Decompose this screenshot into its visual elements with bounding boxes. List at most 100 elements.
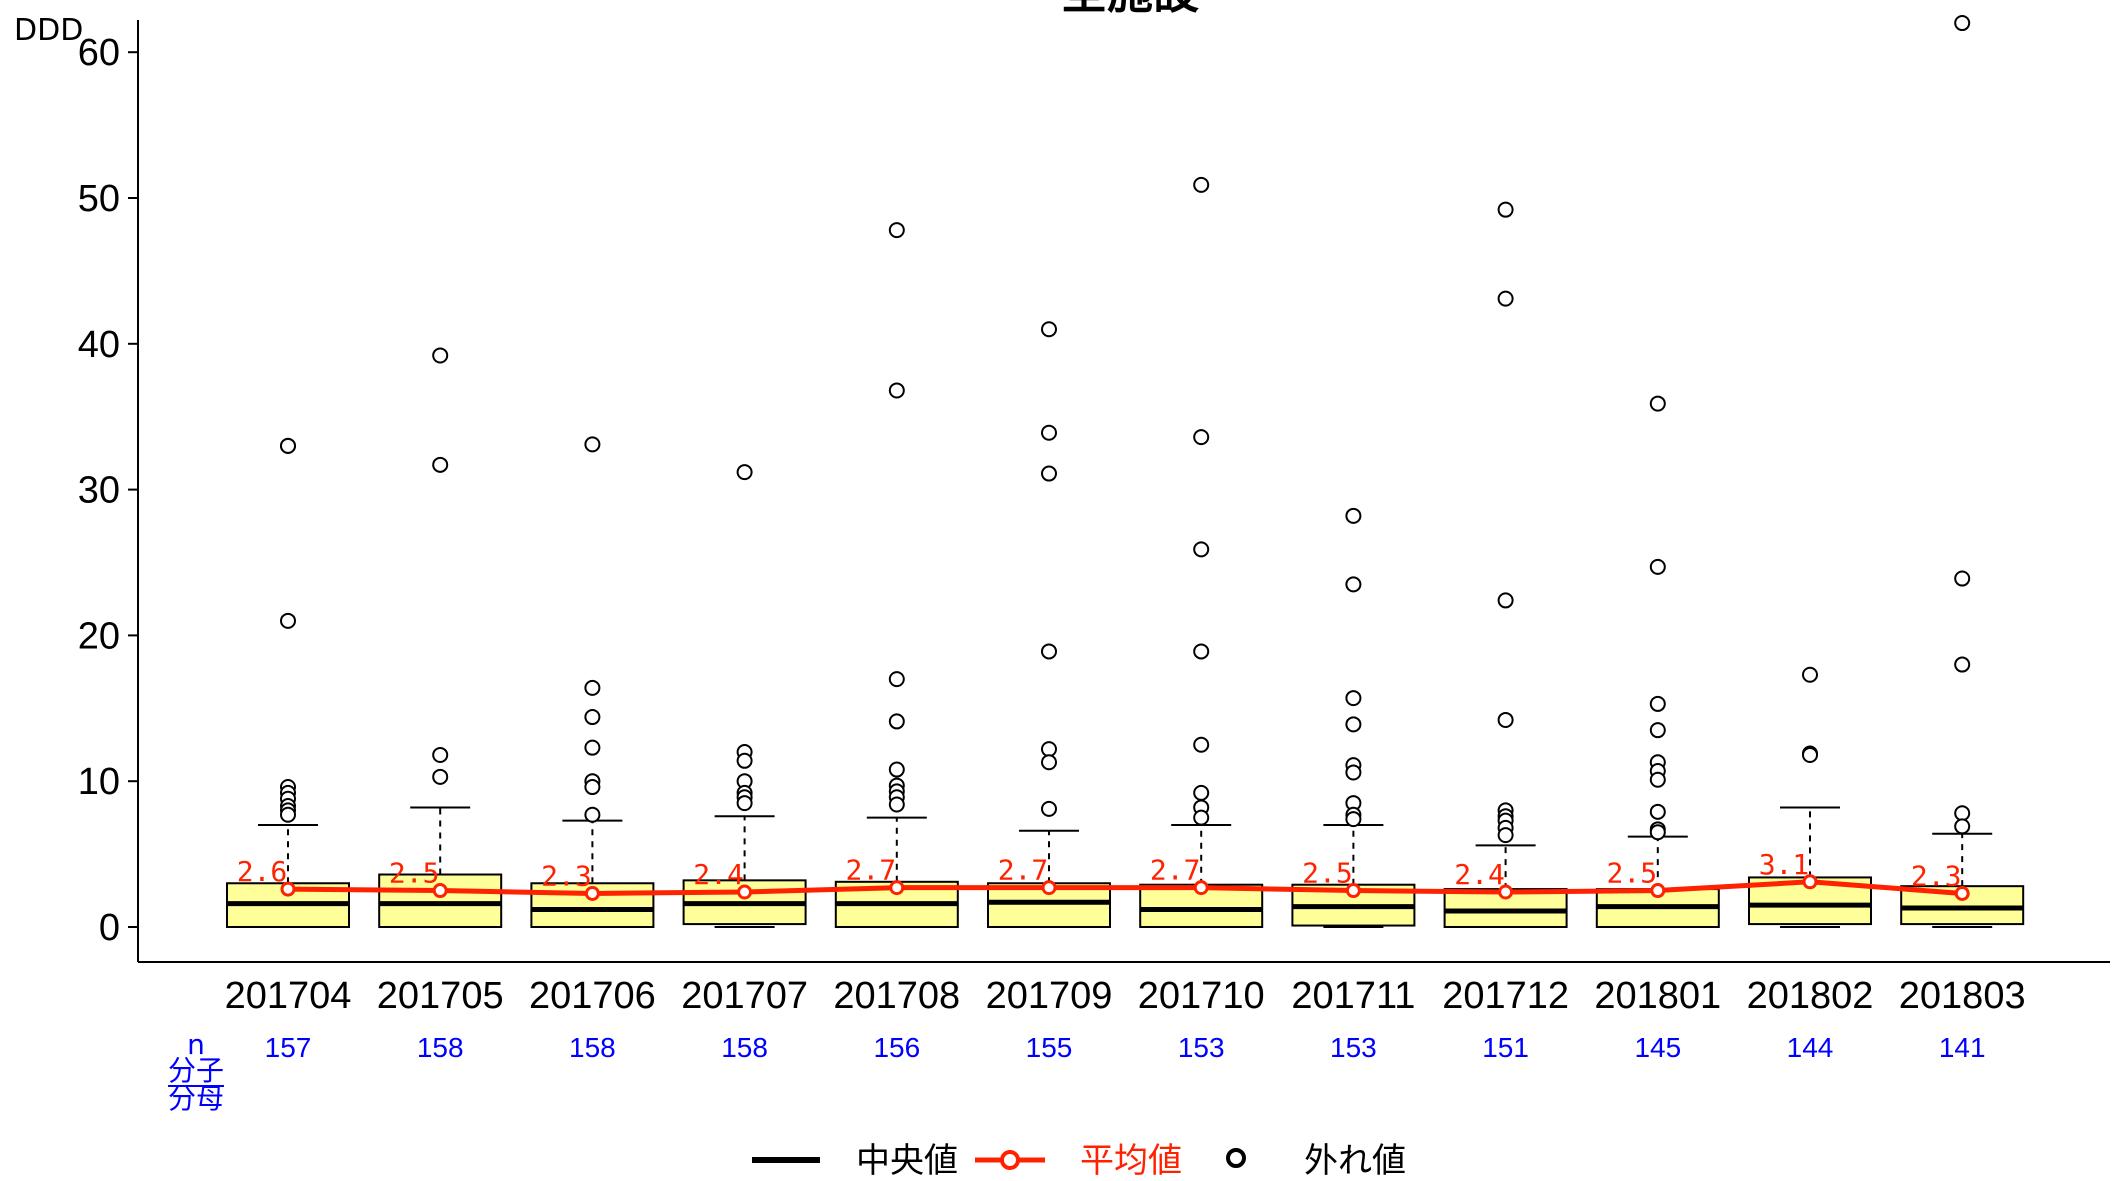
legend: 中央値 平均値 外れ値 [752,1141,1406,1181]
outlier-point [1041,754,1057,771]
plot-area: 0 10 20 30 40 50 60 201704 157 201705 158 201706 158… [78,15,2110,1115]
y-tick-label: 0 [99,907,120,949]
mean-value-label: 2.7 [1150,854,1201,887]
n-value: 158 [417,1032,464,1063]
n-value: 145 [1634,1032,1681,1063]
outlier-point [1497,711,1514,728]
outlier-point [1802,746,1818,763]
legend-median-label: 中央値 [856,1141,958,1181]
mean-point [1041,880,1057,896]
outlier-point [736,752,753,769]
mean-point [432,883,448,899]
outlier-point [888,671,905,688]
outlier-point [1193,176,1210,193]
y-tick-label: 20 [78,615,120,657]
x-tick-label: 201803 [1899,975,2026,1017]
x-tick-label: 201712 [1442,975,1569,1017]
outlier-point [1193,541,1210,558]
iqr-box [1443,888,1568,928]
mean-value-label: 2.7 [998,854,1049,887]
outlier-point [1649,558,1666,575]
outlier-point [1497,827,1514,844]
outlier-point [1345,576,1362,593]
mean-point [737,884,753,900]
outlier-point [1345,507,1362,524]
box-group-201711 [1291,507,1416,928]
mean-point [889,880,905,896]
x-tick-label: 201707 [681,975,808,1017]
outlier-point [1649,395,1666,412]
outlier-point [432,746,449,763]
mean-value-label: 2.5 [1607,857,1658,890]
legend-outlier-marker [1226,1148,1246,1168]
outlier-point [1497,290,1514,307]
mean-point [1650,883,1666,899]
n-value: 153 [1330,1032,1377,1063]
mean-point [584,885,600,901]
y-tick-label: 40 [78,324,120,366]
mean-value-label: 2.4 [693,858,744,891]
n-value: 141 [1939,1032,1986,1063]
n-value: 158 [569,1032,616,1063]
x-tick-label: 201708 [833,975,960,1017]
outlier-point [1649,824,1666,841]
legend-mean-marker [1000,1150,1020,1170]
mean-value-label: 2.5 [1302,857,1353,890]
outlier-point [584,679,601,696]
mean-point [1954,885,1970,901]
outlier-point [1954,570,1971,587]
n-value: 144 [1787,1032,1834,1063]
outlier-point [1649,695,1666,712]
outlier-point [1954,656,1971,673]
outlier-point [584,806,601,823]
outlier-point [1193,429,1210,446]
x-tick-label: 201706 [529,975,656,1017]
box-group-201710 [1139,176,1264,929]
box-group-201707 [682,464,807,928]
mean-value-label: 2.4 [1454,858,1505,891]
y-tick-label: 10 [78,761,120,803]
x-tick-label: 201709 [986,975,1113,1017]
legend-mean-label: 平均値 [1080,1141,1182,1181]
mean-value-label: 3.1 [1759,848,1810,881]
outlier-point [1041,321,1057,338]
n-value: 157 [265,1032,312,1063]
mean-value-label: 2.3 [1911,859,1962,892]
outlier-point [280,612,296,629]
box-group-201801 [1595,395,1720,928]
x-tick-label: 201802 [1747,975,1874,1017]
outlier-point [280,437,296,454]
outlier-point [432,347,449,364]
outlier-point [1345,764,1362,781]
outlier-point [888,761,905,778]
x-tick-label: 201705 [377,975,504,1017]
iqr-box [378,873,503,929]
outlier-point [1649,803,1666,820]
denominator-label: 分母 [168,1082,224,1115]
n-value: 151 [1482,1032,1529,1063]
x-tick-label: 201801 [1594,975,1721,1017]
outlier-point [1041,643,1057,660]
box-group-201709 [987,321,1111,929]
outlier-point [1802,666,1818,683]
outlier-point [736,464,753,481]
outlier-point [1041,741,1057,758]
mean-value-label: 2.6 [237,855,288,888]
outlier-point [1954,805,1971,822]
outlier-point [1193,736,1210,753]
outlier-point [1041,424,1057,441]
outlier-point [1345,690,1362,707]
mean-value-label: 2.7 [846,854,897,887]
outlier-point [1954,15,1971,32]
outlier-point [888,713,905,730]
outlier-point [1193,784,1210,801]
outlier-point [736,795,753,812]
outlier-point [584,436,601,453]
outlier-point [1041,800,1057,817]
mean-point [1498,884,1514,900]
outlier-point [280,806,296,823]
y-tick-label: 30 [78,470,120,512]
outlier-point [1497,592,1514,609]
mean-point [1193,880,1209,896]
